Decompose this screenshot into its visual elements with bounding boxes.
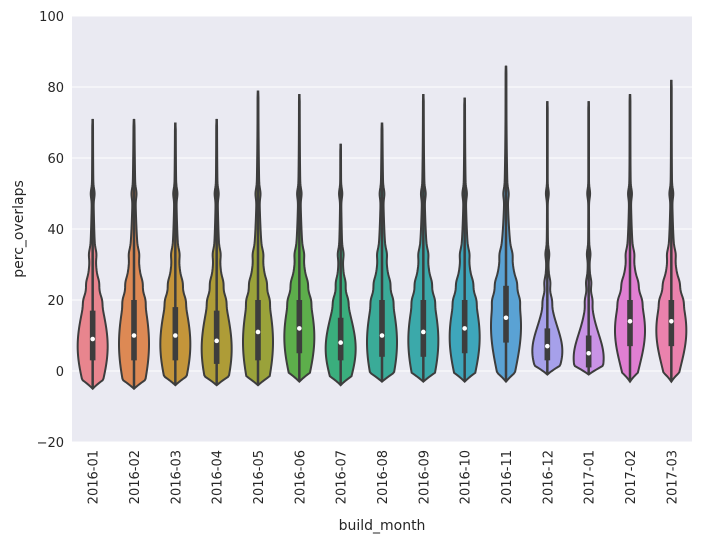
x-tick-label: 2016-07 xyxy=(335,450,350,504)
violin-2016-02 xyxy=(118,118,150,391)
violin-median-point xyxy=(214,338,219,344)
violin-median-point xyxy=(297,326,302,331)
violin-median-point xyxy=(90,336,95,342)
x-tick-labels: 2016-01 2016-02 2016-03 2016-04 2016-05 2016-… xyxy=(87,450,681,504)
x-tick-label: 2016-04 xyxy=(211,450,226,504)
y-tick-label: −20 xyxy=(37,436,64,451)
violin-iqr-box xyxy=(503,285,509,343)
x-axis-label: build_month xyxy=(339,518,426,534)
violin-2016-05 xyxy=(242,90,274,387)
y-tick-label: 80 xyxy=(47,81,64,96)
violins xyxy=(76,65,688,391)
violin-median-point xyxy=(173,333,178,338)
x-tick-label: 2016-06 xyxy=(293,450,308,504)
violin-2016-11 xyxy=(489,65,523,384)
violin-2017-01 xyxy=(572,101,605,376)
violin-2016-07 xyxy=(324,143,357,387)
violin-2016-01 xyxy=(76,118,109,391)
y-tick-label: 0 xyxy=(56,365,64,380)
x-tick-label: 2016-11 xyxy=(500,450,515,504)
violin-iqr-box xyxy=(89,310,96,361)
violin-iqr-box xyxy=(379,300,385,357)
y-tick-labels: −20 0 20 40 60 80 100 xyxy=(37,10,64,451)
violin-median-point xyxy=(503,315,509,321)
x-tick-label: 2016-10 xyxy=(459,450,474,504)
y-tick-label: 40 xyxy=(47,223,64,238)
violin-median-point xyxy=(627,319,633,324)
violin-iqr-box xyxy=(420,300,427,357)
violin-2016-10 xyxy=(448,97,481,384)
violin-median-point xyxy=(421,329,426,335)
x-tick-label: 2016-05 xyxy=(252,450,267,504)
x-tick-label: 2017-02 xyxy=(624,450,639,504)
violin-median-point xyxy=(545,343,550,349)
violin-2017-02 xyxy=(614,94,646,384)
violin-iqr-box xyxy=(213,310,220,364)
violin-median-point xyxy=(338,340,343,345)
y-tick-label: 100 xyxy=(39,10,64,25)
violin-iqr-box xyxy=(131,300,137,361)
violin-median-point xyxy=(379,333,385,338)
violin-2016-03 xyxy=(159,122,192,387)
violin-iqr-box xyxy=(337,317,344,361)
y-axis-label: perc_overlaps xyxy=(11,180,27,278)
x-tick-label: 2016-12 xyxy=(541,450,556,504)
violin-2016-08 xyxy=(366,122,398,383)
violin-2016-04 xyxy=(200,118,233,387)
y-tick-label: 60 xyxy=(47,152,64,167)
violin-2016-09 xyxy=(407,94,440,383)
x-tick-label: 2017-01 xyxy=(583,450,598,504)
violin-median-point xyxy=(462,326,467,331)
y-tick-label: 20 xyxy=(47,294,64,309)
violin-2017-03 xyxy=(655,79,688,384)
violin-median-point xyxy=(131,333,137,338)
violin-median-point xyxy=(669,319,674,324)
violin-median-point xyxy=(255,329,261,335)
x-tick-label: 2016-03 xyxy=(169,450,184,504)
violin-median-point xyxy=(586,350,591,356)
x-tick-label: 2017-03 xyxy=(665,450,680,504)
violin-2016-12 xyxy=(531,101,564,376)
x-tick-label: 2016-09 xyxy=(417,450,432,504)
x-tick-label: 2016-02 xyxy=(128,450,143,504)
violin-2016-06 xyxy=(283,94,316,384)
x-tick-label: 2016-01 xyxy=(87,450,102,504)
x-tick-label: 2016-08 xyxy=(376,450,391,504)
